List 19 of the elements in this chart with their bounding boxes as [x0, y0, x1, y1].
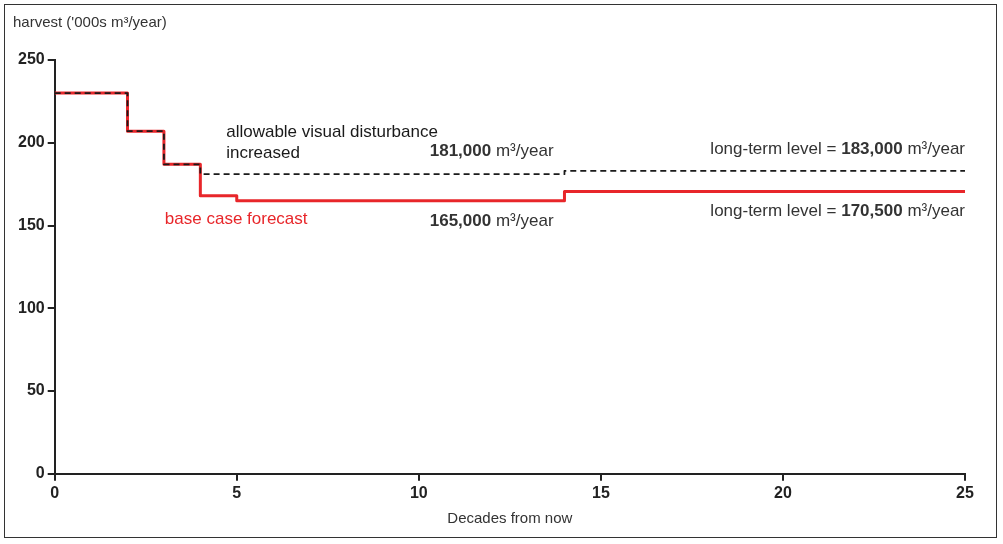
annotation: long-term level = 183,000 m³/year [710, 138, 966, 158]
y-tick-label: 250 [17, 50, 45, 68]
x-tick-label: 25 [956, 483, 974, 501]
x-tick-label: 20 [774, 483, 792, 501]
y-tick-label: 150 [17, 215, 45, 233]
y-axis-title: harvest ('000s m³/year) [13, 13, 167, 30]
x-tick-label: 10 [409, 483, 428, 501]
annotation: 165,000 m³/year [429, 210, 554, 230]
x-axis-title: Decades from now [447, 509, 573, 527]
y-tick-label: 200 [17, 133, 45, 151]
annotation: 181,000 m³/year [429, 141, 554, 160]
x-tick-label: 15 [591, 483, 610, 501]
x-tick-label: 0 [50, 483, 60, 501]
series-label: base case forecast [164, 208, 308, 228]
y-tick-label: 50 [26, 381, 45, 399]
annotation: long-term level = 170,500 m³/year [710, 201, 966, 221]
x-tick-label: 5 [232, 483, 242, 501]
y-tick-label: 0 [35, 464, 45, 482]
y-tick-label: 100 [17, 298, 45, 316]
